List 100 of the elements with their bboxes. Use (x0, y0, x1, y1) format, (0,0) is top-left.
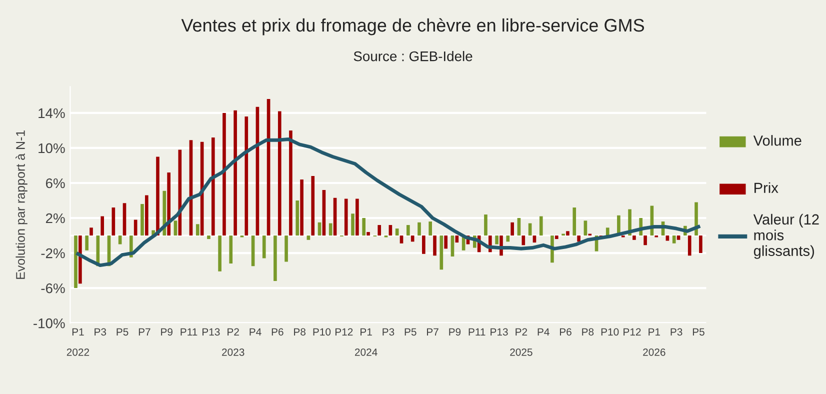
bar (418, 222, 421, 236)
x-tick-label: P3 (94, 328, 106, 336)
bar (444, 236, 448, 249)
bar (211, 137, 215, 236)
x-tick-label: P10 (313, 328, 331, 336)
bar (395, 228, 399, 236)
x-tick-label: P7 (138, 328, 150, 336)
bar (229, 236, 233, 264)
x-tick-label: P5 (692, 328, 704, 336)
bar (85, 236, 88, 250)
bar (522, 236, 526, 246)
bar (495, 236, 498, 244)
bar (406, 225, 410, 236)
bar (378, 225, 382, 236)
bar (510, 222, 514, 236)
x-tick-label: P12 (624, 328, 641, 336)
bar (351, 214, 354, 236)
bar (400, 236, 404, 244)
bar (251, 236, 255, 266)
legend-label: Prix (754, 182, 778, 193)
x-tick-label: P11 (468, 328, 486, 336)
bar (344, 198, 348, 236)
legend-label: Valeur (12 mois glissants) (753, 214, 819, 259)
bar (606, 228, 610, 236)
y-tick-label: 2% (46, 213, 65, 224)
bar (584, 220, 588, 236)
bar (262, 236, 266, 258)
bar (532, 236, 536, 243)
bar (74, 236, 78, 288)
bar (300, 179, 304, 236)
bar (333, 198, 337, 236)
bar (289, 130, 292, 236)
bar (539, 216, 543, 236)
x-tick-label: P9 (449, 328, 461, 336)
bar (388, 225, 392, 236)
bar (433, 236, 436, 256)
bar (506, 236, 510, 242)
bar (167, 172, 170, 236)
bar (410, 236, 414, 242)
line-series (76, 137, 700, 268)
bar (90, 228, 93, 236)
bar (688, 236, 692, 256)
bar (356, 198, 359, 236)
category-label: P2 2025 (510, 328, 532, 356)
category-label: P1 2026 (643, 328, 666, 356)
bar (566, 231, 570, 236)
bar (577, 236, 580, 242)
bar (140, 204, 144, 236)
category-label: P1 2024 (355, 328, 378, 356)
x-tick-label: P8 (294, 328, 306, 336)
x-tick-label: P8 (582, 328, 594, 336)
bar (362, 218, 366, 236)
bar (196, 224, 200, 236)
bar (274, 236, 277, 282)
bar (284, 236, 288, 262)
bar (676, 236, 680, 240)
y-tick-label: 10% (38, 143, 65, 154)
x-tick-label: P10 (601, 328, 619, 336)
bar (222, 112, 226, 236)
x-tick-label: P4 (538, 328, 550, 336)
bar (234, 110, 237, 236)
x-tick-label: P7 (427, 328, 438, 336)
x-tick-label: P6 (272, 328, 284, 336)
x-tick-label: P13 (202, 328, 220, 336)
bar (672, 236, 676, 244)
bar (322, 190, 326, 236)
y-tick-label: 6% (46, 178, 65, 188)
category-label: P1 2022 (66, 328, 90, 356)
bar (178, 150, 182, 236)
bar (422, 236, 426, 254)
x-tick-label: P9 (161, 328, 172, 336)
bar (328, 223, 332, 236)
bar (632, 236, 636, 240)
bar (428, 222, 432, 236)
x-tick-label: P3 (382, 328, 394, 336)
bar (174, 220, 178, 236)
bar (145, 195, 148, 236)
x-tick-label: P5 (116, 328, 128, 336)
x-tick-label: P5 (404, 328, 416, 336)
chart-subtitle: Source : GEB-Idele (354, 51, 472, 62)
bar (112, 208, 116, 236)
bar (118, 236, 122, 244)
legend-label: Volume (753, 135, 802, 146)
bar (122, 203, 126, 236)
x-tick-label: P13 (490, 328, 508, 336)
y-tick-label: -2% (41, 248, 65, 258)
bar (440, 236, 444, 270)
bar (366, 232, 370, 236)
bar (554, 236, 558, 240)
bar (484, 214, 488, 236)
y-tick-label: -6% (41, 283, 65, 294)
y-tick-label: -10% (34, 318, 65, 328)
bar (156, 156, 160, 236)
bar (218, 236, 222, 272)
bar (666, 236, 670, 241)
y-tick-label: 14% (38, 108, 65, 118)
bar (100, 216, 104, 236)
category-label: P2 2023 (222, 328, 244, 356)
bar (278, 111, 282, 236)
x-tick-label: P4 (250, 328, 262, 336)
